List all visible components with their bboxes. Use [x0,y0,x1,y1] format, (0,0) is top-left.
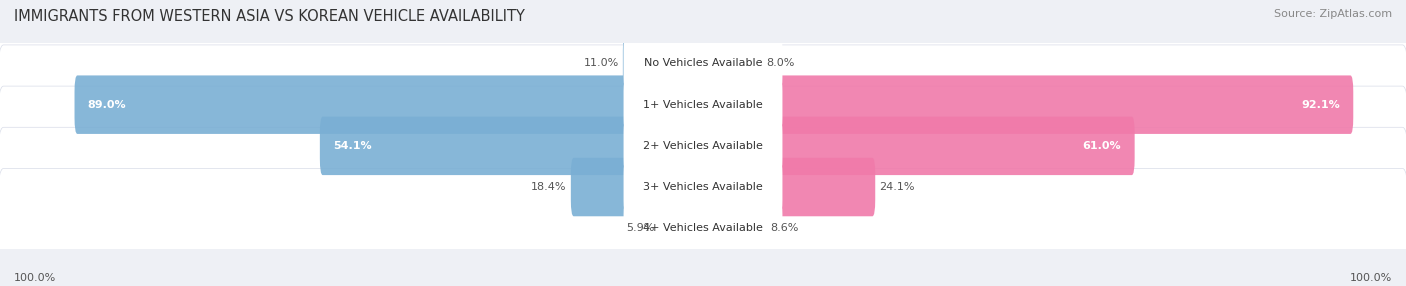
Text: No Vehicles Available: No Vehicles Available [644,59,762,68]
Text: 3+ Vehicles Available: 3+ Vehicles Available [643,182,763,192]
Text: 92.1%: 92.1% [1301,100,1340,110]
FancyBboxPatch shape [700,158,875,216]
Text: 11.0%: 11.0% [583,59,619,68]
FancyBboxPatch shape [0,127,1406,247]
FancyBboxPatch shape [700,199,766,257]
FancyBboxPatch shape [0,168,1406,286]
FancyBboxPatch shape [700,117,1135,175]
FancyBboxPatch shape [624,161,782,213]
Text: 8.0%: 8.0% [766,59,794,68]
Text: 54.1%: 54.1% [333,141,371,151]
Text: 8.6%: 8.6% [770,223,799,233]
FancyBboxPatch shape [700,34,762,93]
FancyBboxPatch shape [624,79,782,131]
Text: 2+ Vehicles Available: 2+ Vehicles Available [643,141,763,151]
Text: 100.0%: 100.0% [1350,273,1392,283]
Text: 18.4%: 18.4% [531,182,567,192]
Text: 24.1%: 24.1% [880,182,915,192]
FancyBboxPatch shape [0,4,1406,123]
Text: 5.9%: 5.9% [626,223,654,233]
FancyBboxPatch shape [0,45,1406,164]
FancyBboxPatch shape [571,158,706,216]
Text: 4+ Vehicles Available: 4+ Vehicles Available [643,223,763,233]
FancyBboxPatch shape [0,86,1406,206]
FancyBboxPatch shape [624,202,782,254]
FancyBboxPatch shape [658,199,706,257]
FancyBboxPatch shape [624,37,782,90]
Text: 89.0%: 89.0% [87,100,127,110]
Text: 61.0%: 61.0% [1083,141,1122,151]
Text: Source: ZipAtlas.com: Source: ZipAtlas.com [1274,9,1392,19]
FancyBboxPatch shape [321,117,706,175]
FancyBboxPatch shape [623,34,706,93]
Text: 100.0%: 100.0% [14,273,56,283]
FancyBboxPatch shape [700,76,1354,134]
Text: IMMIGRANTS FROM WESTERN ASIA VS KOREAN VEHICLE AVAILABILITY: IMMIGRANTS FROM WESTERN ASIA VS KOREAN V… [14,9,524,23]
Text: 1+ Vehicles Available: 1+ Vehicles Available [643,100,763,110]
FancyBboxPatch shape [75,76,706,134]
FancyBboxPatch shape [624,120,782,172]
